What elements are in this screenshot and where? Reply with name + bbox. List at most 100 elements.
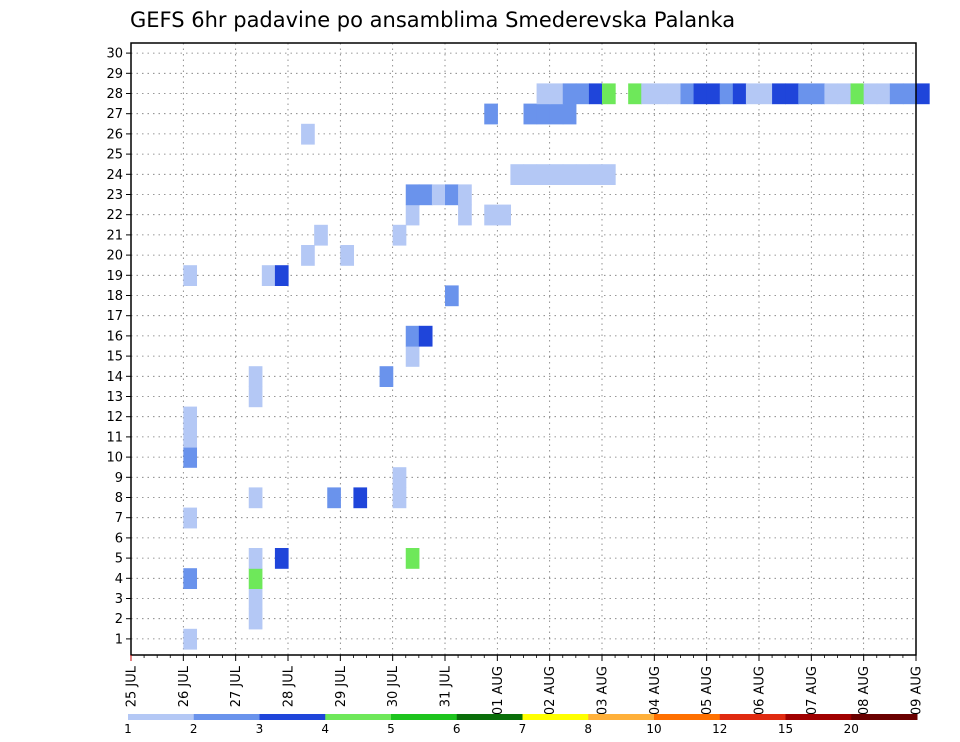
precip-cell — [248, 487, 263, 509]
y-tick-label: 14 — [106, 370, 123, 385]
precip-cell — [850, 83, 865, 105]
x-tick-label: 01 AUG — [491, 666, 506, 715]
precip-cell — [628, 83, 642, 105]
precip-cell — [405, 346, 420, 367]
precip-cell — [353, 487, 368, 509]
precip-cell — [458, 184, 472, 206]
legend-swatch — [259, 714, 326, 720]
precip-cell — [183, 265, 198, 286]
precip-cell — [431, 184, 446, 206]
precip-cell — [497, 204, 512, 226]
precip-cell — [248, 548, 263, 569]
precip-cell — [405, 184, 420, 206]
x-tick-label: 06 AUG — [753, 666, 768, 715]
y-tick-label: 21 — [106, 228, 123, 243]
y-tick-label: 12 — [106, 410, 123, 425]
precip-cell — [785, 83, 799, 105]
y-tick-label: 17 — [106, 309, 123, 324]
precip-cell — [301, 123, 315, 145]
data-cells — [183, 83, 930, 650]
precip-cell — [392, 487, 407, 509]
x-tick-label: 09 AUG — [910, 666, 925, 715]
x-tick-label: 05 AUG — [700, 666, 715, 715]
precip-cell — [392, 467, 407, 488]
precip-cell — [248, 386, 263, 408]
chart-title: GEFS 6hr padavine po ansamblima Smederev… — [130, 8, 735, 32]
precip-cell — [248, 608, 263, 630]
precip-cell — [575, 164, 590, 185]
x-tick-label: 25 JUL — [125, 665, 140, 707]
precip-cell — [405, 548, 420, 569]
precip-cell — [405, 204, 420, 226]
precip-cell — [745, 83, 760, 105]
legend-label: 6 — [453, 722, 461, 736]
y-tick-label: 6 — [115, 531, 123, 546]
y-tick-label: 8 — [115, 491, 123, 506]
precip-cell — [562, 103, 577, 125]
precip-cell — [327, 487, 341, 509]
precip-cell — [719, 83, 734, 105]
legend-swatch — [719, 714, 786, 720]
precip-cell — [183, 426, 198, 448]
legend-label: 1 — [124, 722, 132, 736]
precip-cell — [445, 285, 459, 307]
y-tick-label: 7 — [115, 511, 123, 526]
legend-swatch — [785, 714, 852, 720]
x-tick-label: 03 AUG — [596, 666, 611, 715]
precip-cell — [602, 83, 616, 105]
precip-cell — [732, 83, 747, 105]
legend-label: 3 — [256, 722, 264, 736]
legend-swatch — [391, 714, 458, 720]
y-tick-label: 13 — [106, 390, 123, 405]
y-tick-label: 2 — [115, 612, 123, 627]
precip-cell — [759, 83, 773, 105]
x-tick-label: 28 JUL — [282, 665, 297, 707]
precip-cell — [772, 83, 786, 105]
precip-cell — [641, 83, 655, 105]
x-axis: 25 JUL 26 JUL 27 JUL 28 JUL 29 JUL 30 JUL 31 J… — [125, 655, 925, 715]
precip-cell — [183, 406, 198, 428]
y-tick-label: 26 — [106, 127, 123, 142]
precip-cell — [824, 83, 839, 105]
y-tick-label: 3 — [115, 592, 123, 607]
y-tick-label: 30 — [106, 47, 123, 62]
precip-cell — [379, 366, 394, 387]
y-tick-label: 23 — [106, 188, 123, 203]
precip-cell — [798, 83, 812, 105]
y-tick-label: 4 — [115, 572, 123, 587]
precip-cell — [301, 245, 315, 266]
precip-cell — [248, 568, 263, 589]
x-tick-label: 04 AUG — [648, 666, 663, 715]
y-tick-label: 20 — [106, 249, 123, 264]
legend-swatch — [522, 714, 589, 720]
x-tick-label: 31 JUL — [439, 665, 454, 707]
legend-swatch — [456, 714, 523, 720]
precip-cell — [274, 265, 289, 286]
precip-cell — [445, 184, 459, 206]
precip-cell — [588, 83, 603, 105]
precip-cell — [680, 83, 695, 105]
precip-cell — [340, 245, 355, 266]
precip-cell — [863, 83, 878, 105]
legend-swatch — [128, 714, 195, 720]
y-tick-label: 29 — [106, 67, 123, 82]
precip-cell — [484, 204, 498, 226]
precip-cell — [667, 83, 682, 105]
y-tick-label: 22 — [106, 208, 123, 223]
y-tick-label: 18 — [106, 289, 123, 304]
precip-cell — [314, 224, 328, 246]
precip-cell — [562, 83, 577, 105]
precip-cell — [588, 164, 603, 185]
precip-cell — [536, 164, 551, 185]
precip-cell — [274, 548, 289, 569]
precip-cell — [654, 83, 669, 105]
precip-cell — [706, 83, 721, 105]
y-tick-label: 24 — [106, 168, 123, 183]
precip-cell — [549, 164, 564, 185]
precip-cell — [562, 164, 577, 185]
precip-cell — [418, 325, 433, 347]
precip-cell — [902, 83, 917, 105]
precip-cell — [248, 588, 263, 610]
precip-cell — [418, 184, 433, 206]
